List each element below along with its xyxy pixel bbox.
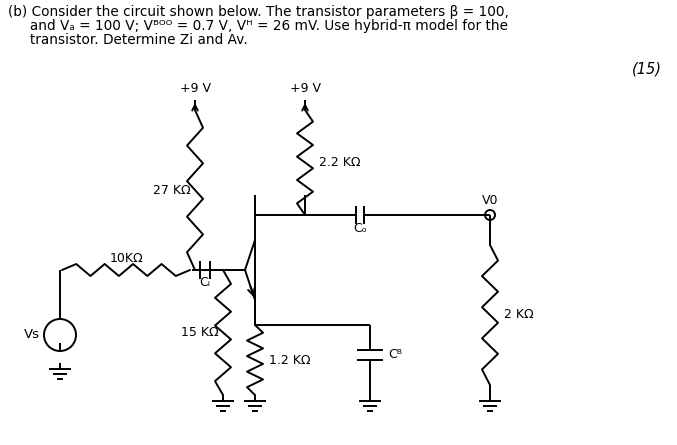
Text: 15 KΩ: 15 KΩ [181, 325, 219, 339]
Text: +9 V: +9 V [179, 81, 211, 94]
Text: 27 KΩ: 27 KΩ [154, 183, 191, 197]
Text: Cₒ: Cₒ [353, 222, 367, 235]
Text: Cᴮ: Cᴮ [388, 348, 402, 361]
Text: (15): (15) [632, 62, 662, 77]
Text: and Vₐ = 100 V; Vᴮᴼᴼ = 0.7 V, Vᴴ = 26 mV. Use hybrid-π model for the: and Vₐ = 100 V; Vᴮᴼᴼ = 0.7 V, Vᴴ = 26 mV… [8, 19, 508, 33]
Text: Vs: Vs [24, 328, 40, 341]
Text: Cᵢ: Cᵢ [200, 276, 211, 290]
Text: (b) Consider the circuit shown below. The transistor parameters β = 100,: (b) Consider the circuit shown below. Th… [8, 5, 509, 19]
Text: +9 V: +9 V [290, 81, 320, 94]
Text: 10KΩ: 10KΩ [109, 251, 143, 264]
Text: V0: V0 [482, 194, 498, 207]
Text: 2 KΩ: 2 KΩ [504, 308, 533, 321]
Text: 2.2 KΩ: 2.2 KΩ [319, 155, 360, 169]
Text: 1.2 KΩ: 1.2 KΩ [269, 353, 311, 367]
Text: transistor. Determine Zi and Av.: transistor. Determine Zi and Av. [8, 33, 248, 47]
